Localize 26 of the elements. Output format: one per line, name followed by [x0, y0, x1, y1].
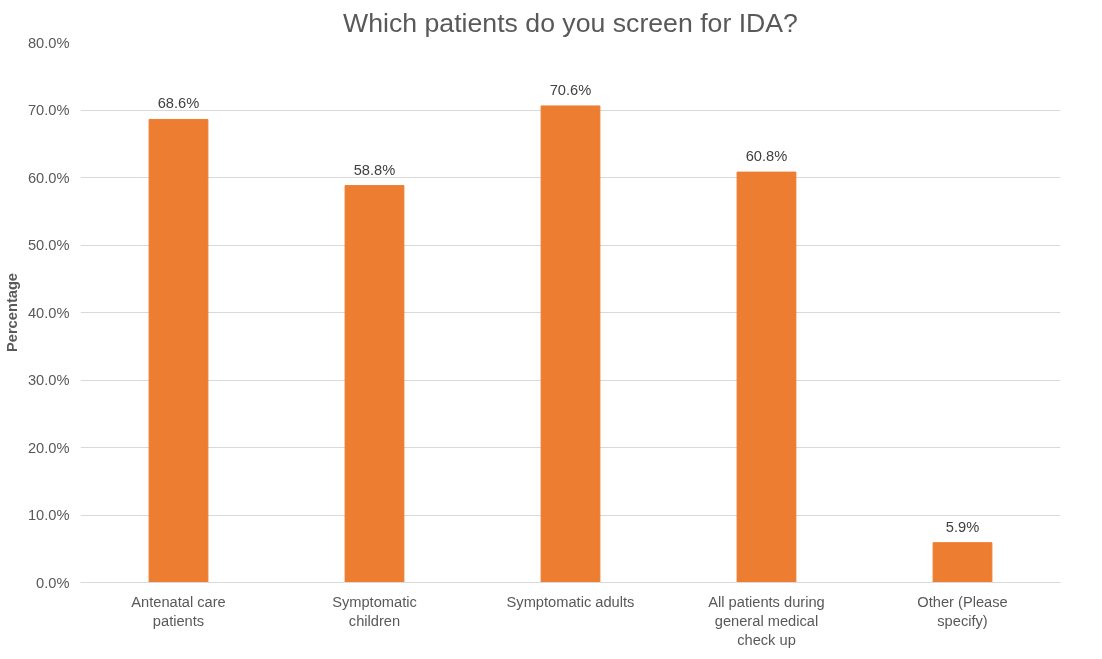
- x-tick-label: Symptomatic children: [332, 593, 417, 629]
- y-tick-label: 0.0%: [36, 574, 70, 591]
- y-axis-title: Percentage: [3, 272, 20, 353]
- y-tick-label: 10.0%: [27, 507, 70, 523]
- x-tick-label: Antenatal care patients: [131, 593, 226, 629]
- y-tick-label: 30.0%: [27, 372, 70, 388]
- data-label: 70.6%: [549, 81, 592, 98]
- y-tick-label: 80.0%: [27, 34, 70, 51]
- bar: [540, 105, 601, 583]
- data-label: 5.9%: [945, 518, 980, 535]
- bar: [148, 118, 209, 583]
- x-tick-label: Symptomatic adults: [506, 593, 635, 610]
- x-tick-label: All patients during general medical check up: [708, 593, 825, 648]
- x-tick-label: Other (Please specify): [917, 593, 1008, 629]
- chart-title: Which patients do you screen for IDA?: [343, 7, 798, 38]
- y-tick-label: 70.0%: [27, 102, 70, 118]
- y-tick-label: 50.0%: [27, 237, 70, 253]
- data-label: 60.8%: [745, 148, 788, 165]
- bar: [736, 171, 797, 583]
- y-tick-label: 20.0%: [27, 439, 70, 456]
- bar: [344, 185, 405, 583]
- bar: [932, 542, 993, 583]
- y-tick-label: 60.0%: [27, 169, 70, 186]
- data-label: 68.6%: [157, 95, 200, 112]
- y-tick-label: 40.0%: [27, 304, 70, 321]
- data-label: 58.8%: [353, 161, 396, 178]
